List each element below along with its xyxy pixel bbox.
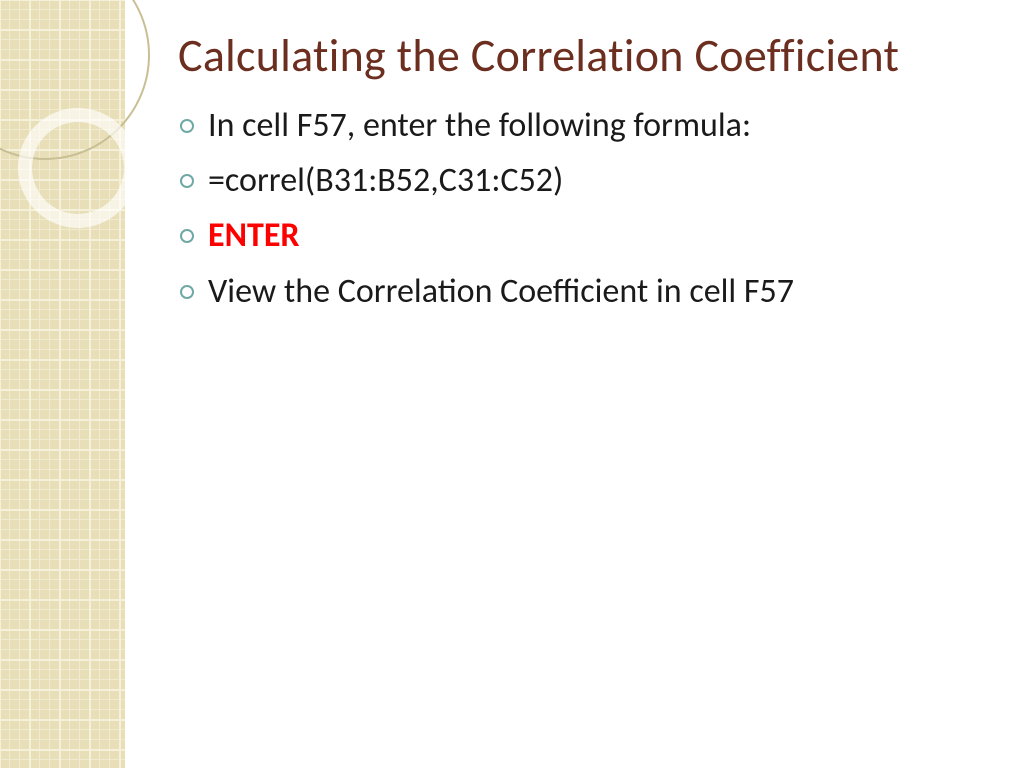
bullet-text: View the Correlation Coefficient in cell…: [208, 271, 794, 312]
slide-title: Calculating the Correlation Coefficient: [178, 30, 984, 83]
bullet-text: In cell F57, enter the following formula…: [208, 105, 751, 146]
slide-content: Calculating the Correlation Coefficient …: [178, 30, 984, 322]
bullet-list: In cell F57, enter the following formula…: [178, 101, 984, 316]
bullet-item: In cell F57, enter the following formula…: [208, 101, 984, 150]
bullet-item: =correl(B31:B52,C31:C52): [208, 156, 984, 205]
bullet-text-enter: ENTER: [208, 215, 300, 256]
bullet-text: =correl(B31:B52,C31:C52): [208, 160, 563, 201]
decorative-circle-small: [18, 108, 138, 228]
bullet-item: ENTER: [208, 211, 984, 260]
bullet-item: View the Correlation Coefficient in cell…: [208, 267, 984, 316]
